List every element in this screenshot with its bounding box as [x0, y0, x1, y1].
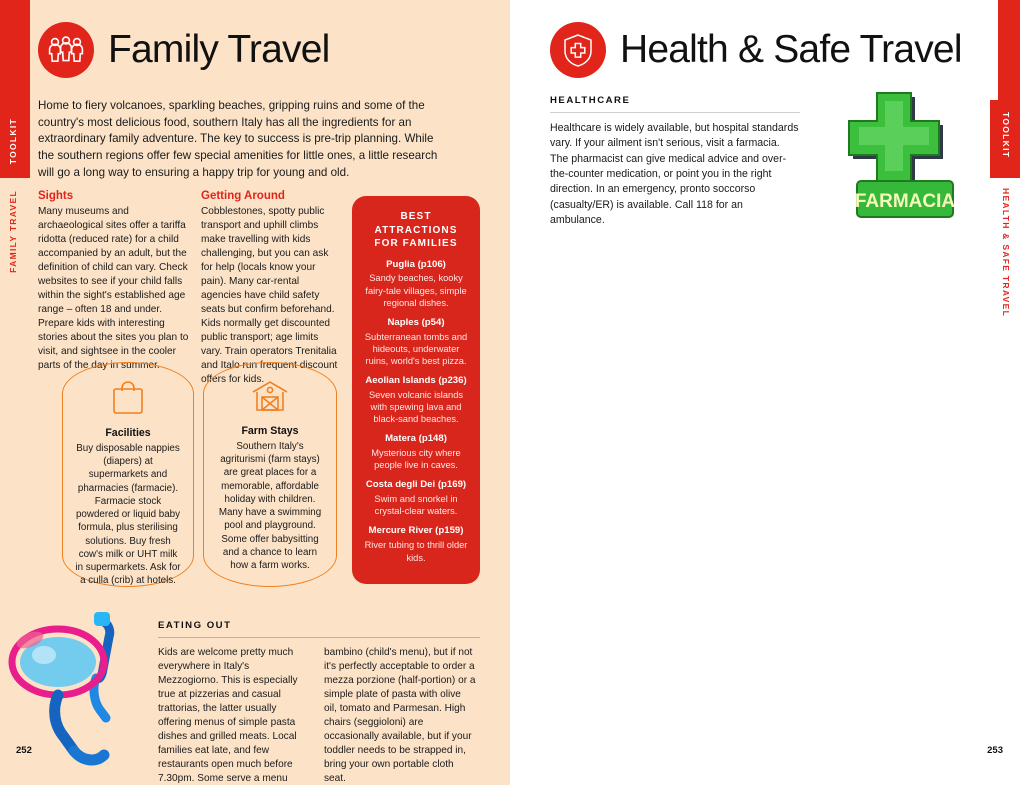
farm-stays-body: Southern Italy's agriturismi (farm stays…	[218, 441, 322, 571]
shield-cross-icon	[550, 22, 606, 78]
attraction-place: Costa degli Dei (p169)	[365, 479, 467, 491]
sights-section: Sights Many museums and archaeological s…	[38, 190, 190, 373]
page-title-right-text: Health & Safe Travel	[620, 28, 962, 71]
attraction-place: Mercure River (p159)	[368, 525, 464, 537]
barn-icon	[250, 379, 290, 418]
attraction-desc: Mysterious city where people live in cav…	[371, 448, 461, 471]
left-page: TOOLKIT FAMILY TRAVEL Family Travel Home…	[0, 0, 510, 785]
attraction-desc: Subterranean tombs and hideouts, underwa…	[364, 331, 468, 366]
intro-paragraph: Home to fiery volcanoes, sparkling beach…	[38, 99, 438, 179]
attraction-desc: River tubing to thrill older kids.	[364, 540, 468, 563]
facilities-title: Facilities	[105, 427, 151, 439]
sights-body: Many museums and archaeological sites of…	[38, 206, 189, 372]
page-number-left: 252	[16, 745, 32, 756]
farm-stays-card: Farm Stays Southern Italy's agriturismi …	[203, 362, 337, 587]
healthcare-heading: HEALTHCARE	[550, 95, 631, 106]
sights-heading: Sights	[38, 190, 74, 202]
edge-bar-right-top	[998, 0, 1020, 100]
page-title-right: Health & Safe Travel	[550, 22, 962, 78]
best-attractions-title: BEST ATTRACTIONS FOR FAMILIES	[374, 211, 458, 249]
facilities-body: Buy disposable nappies (diapers) at supe…	[75, 443, 181, 587]
healthcare-section: HEALTHCARE Healthcare is widely availabl…	[550, 95, 800, 229]
best-attractions-panel: BEST ATTRACTIONS FOR FAMILIES Puglia (p1…	[352, 196, 480, 584]
sidebar-item-health-safe-travel[interactable]: HEALTH & SAFE TRAVEL	[1001, 188, 1011, 318]
farm-stays-title: Farm Stays	[241, 425, 299, 437]
toolkit-tab-bar-right	[990, 100, 1020, 178]
sidebar-item-family-travel[interactable]: FAMILY TRAVEL	[8, 190, 18, 273]
eating-out-column-2: bambino (child's menu), but if not it's …	[324, 647, 476, 785]
attraction-desc: Swim and snorkel in crystal-clear waters…	[374, 494, 458, 517]
attraction-desc: Seven volcanic islands with spewing lava…	[368, 389, 464, 425]
shopping-bag-icon	[111, 379, 145, 420]
eating-out-heading: EATING OUT	[158, 620, 232, 631]
facilities-card: Facilities Buy disposable nappies (diape…	[62, 362, 194, 587]
page-title-text: Family Travel	[108, 28, 330, 71]
sidebar-item-toolkit-left[interactable]: TOOLKIT	[8, 118, 18, 165]
best-attractions-list: Puglia (p106) Sandy beaches, kooky fairy-…	[362, 259, 470, 564]
getting-around-heading: Getting Around	[201, 190, 285, 202]
page-number-right: 253	[987, 745, 1003, 756]
attraction-place: Naples (p54)	[387, 316, 445, 328]
toolkit-tab-bar-left	[0, 0, 30, 178]
eating-out-column-1: Kids are welcome pretty much everywhere …	[158, 647, 298, 785]
snorkel-mask-photo	[8, 600, 158, 780]
eating-out-section: EATING OUT Kids are welcome pretty much …	[158, 620, 480, 786]
pharmacy-sign-text: FARMACIA	[855, 191, 956, 212]
family-icon	[38, 22, 94, 78]
attraction-place: Matera (p148)	[385, 433, 447, 445]
attraction-place: Puglia (p106)	[386, 258, 446, 270]
right-page: TOOLKIT HEALTH & SAFE TRAVEL Health & Sa…	[510, 0, 1020, 785]
sidebar-item-toolkit-right[interactable]: TOOLKIT	[1001, 112, 1011, 159]
attraction-place: Aeolian Islands (p236)	[365, 374, 467, 386]
getting-around-section: Getting Around Cobblestones, spotty publ…	[201, 190, 339, 387]
page-title: Family Travel	[38, 22, 330, 78]
attraction-desc: Sandy beaches, kooky fairy-tale villages…	[365, 273, 467, 308]
healthcare-body: Healthcare is widely available, but hosp…	[550, 122, 799, 227]
getting-around-body: Cobblestones, spotty public transport an…	[201, 206, 338, 386]
green-pharmacy-sign-photo: FARMACIA	[833, 85, 973, 235]
